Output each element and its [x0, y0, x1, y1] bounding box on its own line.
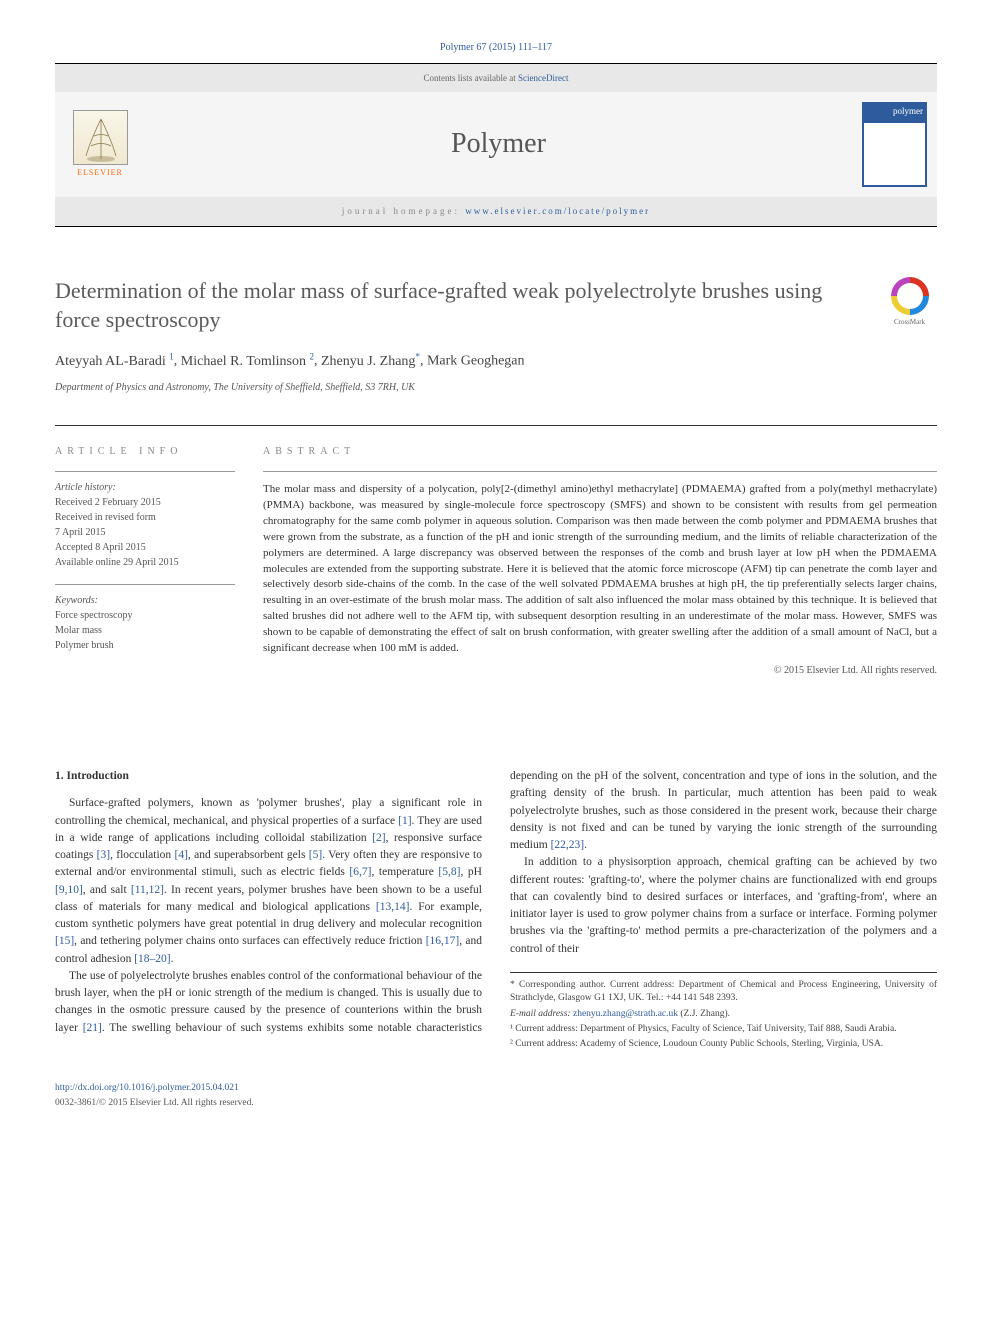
author: Zhenyu J. Zhang*: [321, 354, 420, 369]
article-info-head: ARTICLE INFO: [55, 444, 235, 459]
history-item: 7 April 2015: [55, 525, 235, 540]
citation-link[interactable]: [6,7]: [349, 866, 371, 878]
doi-block: http://dx.doi.org/10.1016/j.polymer.2015…: [55, 1081, 937, 1110]
article-body: 1. Introduction Surface-grafted polymers…: [55, 768, 937, 1051]
citation-link[interactable]: [15]: [55, 935, 74, 947]
corresponding-note: * Corresponding author. Current address:…: [510, 979, 937, 1006]
citation-link[interactable]: [5,8]: [438, 866, 460, 878]
journal-reference: Polymer 67 (2015) 111–117: [55, 40, 937, 55]
contents-label: Contents lists available at: [424, 73, 518, 83]
contents-line: Contents lists available at ScienceDirec…: [55, 72, 937, 92]
keyword: Polymer brush: [55, 638, 235, 653]
elsevier-tree-icon: [73, 110, 128, 165]
homepage-label: journal homepage:: [342, 206, 465, 216]
sciencedirect-link[interactable]: ScienceDirect: [518, 73, 568, 83]
history-item: Accepted 8 April 2015: [55, 540, 235, 555]
article-title: Determination of the molar mass of surfa…: [55, 277, 862, 334]
citation-link[interactable]: [3]: [97, 849, 110, 861]
history-item: Available online 29 April 2015: [55, 555, 235, 570]
author-footnote-link[interactable]: 2: [309, 351, 314, 361]
footnote-2: ² Current address: Academy of Science, L…: [510, 1038, 937, 1051]
abstract-copyright: © 2015 Elsevier Ltd. All rights reserved…: [263, 663, 937, 678]
crossmark-icon: [891, 277, 929, 315]
journal-header: Contents lists available at ScienceDirec…: [55, 64, 937, 227]
body-paragraph: Surface-grafted polymers, known as 'poly…: [55, 795, 482, 968]
history-item: Received in revised form: [55, 510, 235, 525]
citation-link[interactable]: [5]: [309, 849, 322, 861]
citation-link[interactable]: [13,14]: [376, 901, 410, 913]
citation-link[interactable]: [22,23]: [551, 839, 585, 851]
body-paragraph: In addition to a physisorption approach,…: [510, 854, 937, 958]
author-affiliation: Department of Physics and Astronomy, The…: [55, 380, 937, 395]
homepage-link[interactable]: www.elsevier.com/locate/polymer: [465, 206, 650, 216]
history-item: Received 2 February 2015: [55, 495, 235, 510]
homepage-line: journal homepage: www.elsevier.com/locat…: [55, 197, 937, 227]
keywords-label: Keywords:: [55, 593, 235, 608]
cover-label: polymer: [862, 102, 927, 122]
crossmark-label: CrossMark: [894, 317, 925, 328]
citation-link[interactable]: [11,12]: [131, 884, 164, 896]
keyword: Molar mass: [55, 623, 235, 638]
citation-link[interactable]: [16,17]: [426, 935, 460, 947]
abstract-block: ABSTRACT The molar mass and dispersity o…: [263, 444, 937, 678]
elsevier-name: ELSEVIER: [77, 167, 123, 179]
citation-link[interactable]: [21]: [83, 1022, 102, 1034]
email-line: E-mail address: zhenyu.zhang@strath.ac.u…: [510, 1008, 937, 1021]
keyword: Force spectroscopy: [55, 608, 235, 623]
section-heading: 1. Introduction: [55, 768, 482, 785]
crossmark-badge[interactable]: CrossMark: [882, 277, 937, 332]
doi-link[interactable]: http://dx.doi.org/10.1016/j.polymer.2015…: [55, 1083, 239, 1093]
journal-cover-thumb[interactable]: polymer: [862, 102, 927, 187]
abstract-head: ABSTRACT: [263, 444, 937, 459]
issn-copyright: 0032-3861/© 2015 Elsevier Ltd. All right…: [55, 1098, 254, 1108]
cover-body: [864, 123, 925, 185]
corresponding-author-link[interactable]: *: [415, 351, 420, 361]
footnotes-block: * Corresponding author. Current address:…: [510, 972, 937, 1051]
author: Mark Geoghegan: [427, 354, 525, 369]
email-link[interactable]: zhenyu.zhang@strath.ac.uk: [573, 1009, 678, 1019]
citation-link[interactable]: [1]: [398, 815, 411, 827]
article-info-block: ARTICLE INFO Article history: Received 2…: [55, 444, 235, 678]
abstract-text: The molar mass and dispersity of a polyc…: [263, 482, 937, 657]
history-label: Article history:: [55, 480, 235, 495]
author: Ateyyah AL-Baradi 1: [55, 354, 174, 369]
citation-link[interactable]: [9,10]: [55, 884, 83, 896]
author: Michael R. Tomlinson 2: [181, 354, 314, 369]
elsevier-logo[interactable]: ELSEVIER: [65, 107, 135, 182]
citation-link[interactable]: [2]: [372, 832, 385, 844]
footnote-1: ¹ Current address: Department of Physics…: [510, 1023, 937, 1036]
author-list: Ateyyah AL-Baradi 1, Michael R. Tomlinso…: [55, 350, 937, 372]
citation-link[interactable]: [4]: [174, 849, 187, 861]
author-footnote-link[interactable]: 1: [169, 351, 174, 361]
citation-link[interactable]: [18–20]: [134, 953, 170, 965]
journal-title: Polymer: [135, 123, 862, 165]
